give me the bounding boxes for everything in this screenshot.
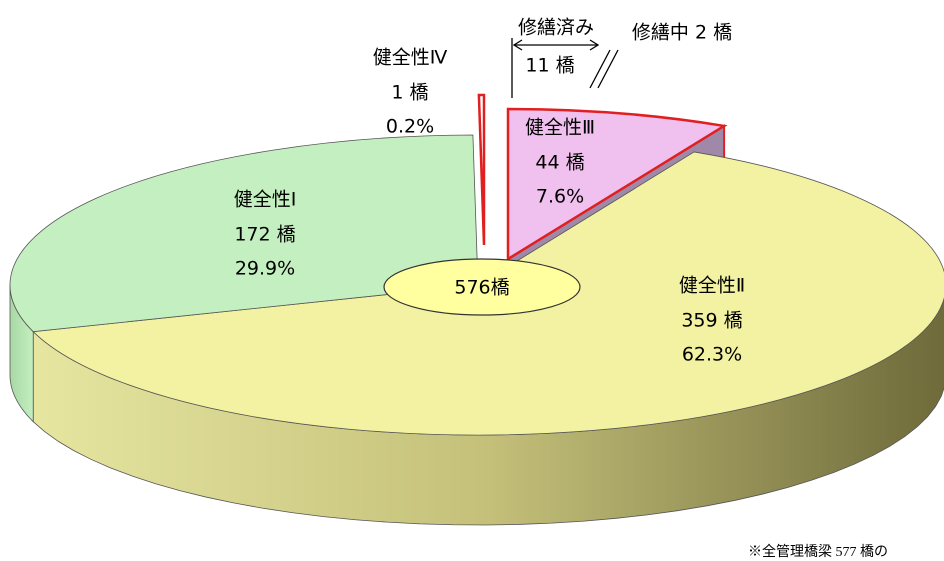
- slice: [506, 107, 728, 262]
- annotation: 修繕中 2 橋: [632, 22, 732, 44]
- slice-percent: 29.9%: [235, 258, 295, 280]
- slice-category: 健全性Ⅰ: [234, 189, 297, 211]
- annotation: 修繕済み: [518, 17, 594, 39]
- slice: [477, 93, 486, 246]
- slice-count: 1 橋: [391, 82, 428, 104]
- slice: [9, 134, 479, 333]
- slice-count: 172 橋: [234, 224, 295, 246]
- slice-percent: 62.3%: [682, 344, 742, 366]
- slice-count: 44 橋: [535, 152, 584, 174]
- slice-category: 健全性Ⅱ: [679, 275, 745, 297]
- slice-category: 健全性Ⅲ: [525, 117, 595, 139]
- footnote: ※全管理橋梁 577 橋の: [748, 543, 888, 560]
- slice-percent: 0.2%: [386, 116, 434, 138]
- annotation: 11 橋: [525, 55, 574, 77]
- center-ellipse: [383, 258, 581, 316]
- total-label: 576橋: [454, 277, 509, 299]
- slice-count: 359 橋: [681, 310, 742, 332]
- slice-percent: 7.6%: [536, 186, 584, 208]
- annotation-lines: [511, 38, 619, 98]
- slice-category: 健全性Ⅳ: [373, 47, 448, 69]
